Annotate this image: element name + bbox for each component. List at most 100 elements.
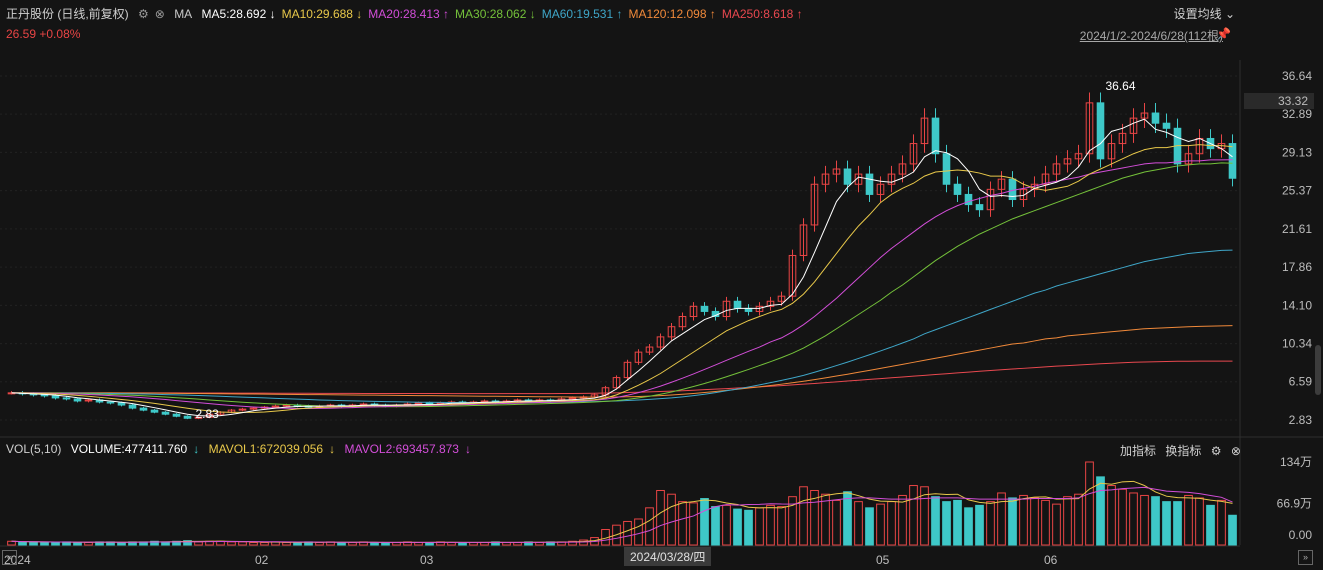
price-change: +0.08% [39,27,81,41]
candle-body [1118,132,1127,145]
volume-bar [1019,494,1028,546]
close-icon[interactable]: ⊗ [1230,444,1241,458]
volume-bar [744,509,753,546]
volume-value: VOLUME:477411.760 [70,442,188,456]
close-icon[interactable]: ⊗ [154,7,165,21]
volume-bar [799,486,808,546]
volume-bar [832,499,841,546]
volume-bar [1129,492,1138,546]
ma-item: MA20:28.413 ↑ [368,7,450,21]
volume-bar [1030,497,1039,546]
candle-body [909,143,918,165]
y-tick-label: 14.10 [1282,298,1312,312]
candle-body [810,183,819,226]
candle-body [656,336,665,348]
switch-indicator-button[interactable]: 换指标 [1165,444,1202,458]
volume-bar [260,542,269,546]
candle-body [964,193,973,206]
settings-gear-icon[interactable]: ⚙ [138,7,149,21]
ma60-line [11,249,1233,404]
candle-body [722,300,731,318]
candle-body [799,224,808,256]
candle-body [1107,143,1116,160]
ma30-line [11,162,1233,408]
cursor-date-badge: 2024/03/28/四 [624,547,712,566]
candle-body [634,351,643,363]
candle-body [271,405,280,408]
volume-bar [612,524,621,546]
candle-body [1151,112,1160,124]
mavol2-arrow: ↓ [464,442,471,456]
volume-bar [370,542,379,546]
pin-icon[interactable]: 📌 [1216,27,1231,41]
vol-tick-label: 0.00 [1289,528,1313,542]
candle-body [172,413,181,417]
volume-bar [854,501,863,546]
volume-bar [1195,497,1204,546]
candle-body [1228,143,1237,179]
volume-bar [964,507,973,546]
volume-bar [150,540,159,546]
vertical-scrollbar[interactable] [1315,345,1321,395]
ma-item: MA10:29.688 ↓ [281,7,363,21]
candle-body [62,397,71,400]
date-range-link[interactable]: 2024/1/2-2024/6/28(112根) [1079,29,1223,43]
price-info: 26.59 +0.08% [6,27,80,41]
settings-gear-icon[interactable]: ⚙ [1210,444,1222,458]
chevron-down-icon: ⌄ [1224,7,1235,21]
volume-bar [194,541,203,546]
volume-bar [986,501,995,546]
candle-body [161,411,170,415]
candle-body [84,399,93,402]
vol-tick-label: 66.9万 [1277,497,1312,511]
volume-bar [667,493,676,546]
volume-bar [887,501,896,546]
volume-arrow: ↓ [193,442,200,456]
ma10-line [11,144,1233,413]
volume-bar [1162,501,1171,546]
candle-body [568,397,577,400]
candle-body [942,153,951,185]
candle-body [645,346,654,353]
volume-bar [84,542,93,546]
add-indicator-button[interactable]: 加指标 [1120,444,1157,458]
ma-settings-button[interactable]: 设置均线 ⌄ [1174,5,1235,22]
candle-body [249,407,258,410]
volume-bar [689,502,698,546]
volume-bar [1052,503,1061,546]
candle-body [1184,153,1193,165]
volume-bar [1173,501,1182,546]
volume-bar [1206,504,1215,546]
volume-bar [1074,493,1083,546]
candle-body [1162,122,1171,129]
volume-bar [249,542,258,546]
mavol1-arrow: ↓ [329,442,336,456]
scroll-right-icon[interactable]: » [1298,550,1313,565]
candle-body [1052,163,1061,175]
candle-body [953,183,962,195]
candle-body [1096,102,1105,160]
volume-bar [1118,488,1127,546]
scroll-left-icon[interactable]: « [2,550,17,565]
volume-bar [843,491,852,546]
y-tick-label: 17.86 [1282,260,1312,274]
y-tick-label: 32.89 [1282,107,1312,121]
candle-body [128,404,137,409]
candle-body [1074,153,1083,160]
volume-bar [348,542,357,546]
candle-body [788,254,797,297]
volume-bar [678,501,687,546]
volume-bar [29,541,38,546]
volume-bar [535,542,544,546]
min-price-label: 2.83 [196,407,220,421]
candle-body [931,117,940,155]
candle-body [920,117,929,145]
stock-title: 正丹股份 (日线,前复权) [6,7,129,21]
volume-bar [788,496,797,546]
x-tick-label: 03 [420,553,434,567]
volume-bar [337,542,346,546]
y-tick-label: 29.13 [1282,145,1312,159]
candle-body [150,409,159,413]
volume-bar [579,539,588,546]
